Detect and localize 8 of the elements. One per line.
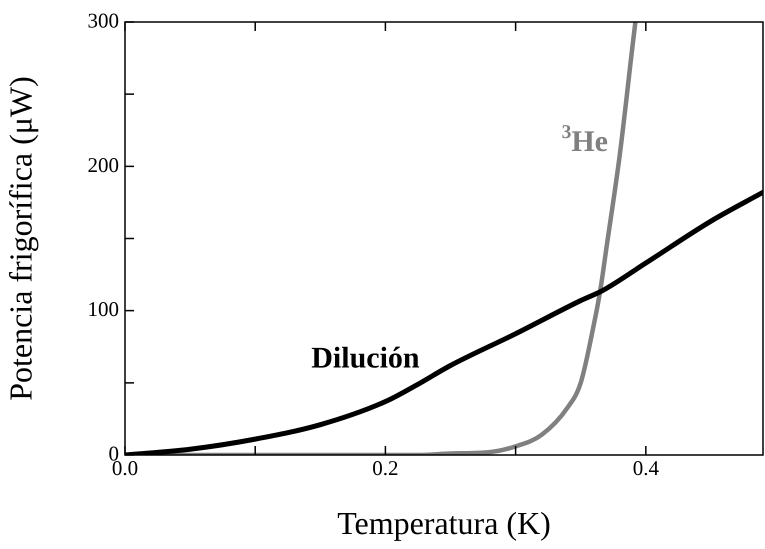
y-tick-label: 100	[88, 297, 119, 322]
y-tick-label: 300	[88, 8, 119, 33]
x-tick-label: 0.2	[372, 456, 399, 480]
y-axis-title: Potencia frigorífica (μW)	[2, 76, 39, 401]
x-tick-label: 0.4	[632, 456, 660, 480]
y-tick-label: 200	[88, 152, 119, 177]
series-label: Dilución	[311, 341, 420, 374]
x-axis-title: Temperatura (K)	[337, 505, 551, 542]
